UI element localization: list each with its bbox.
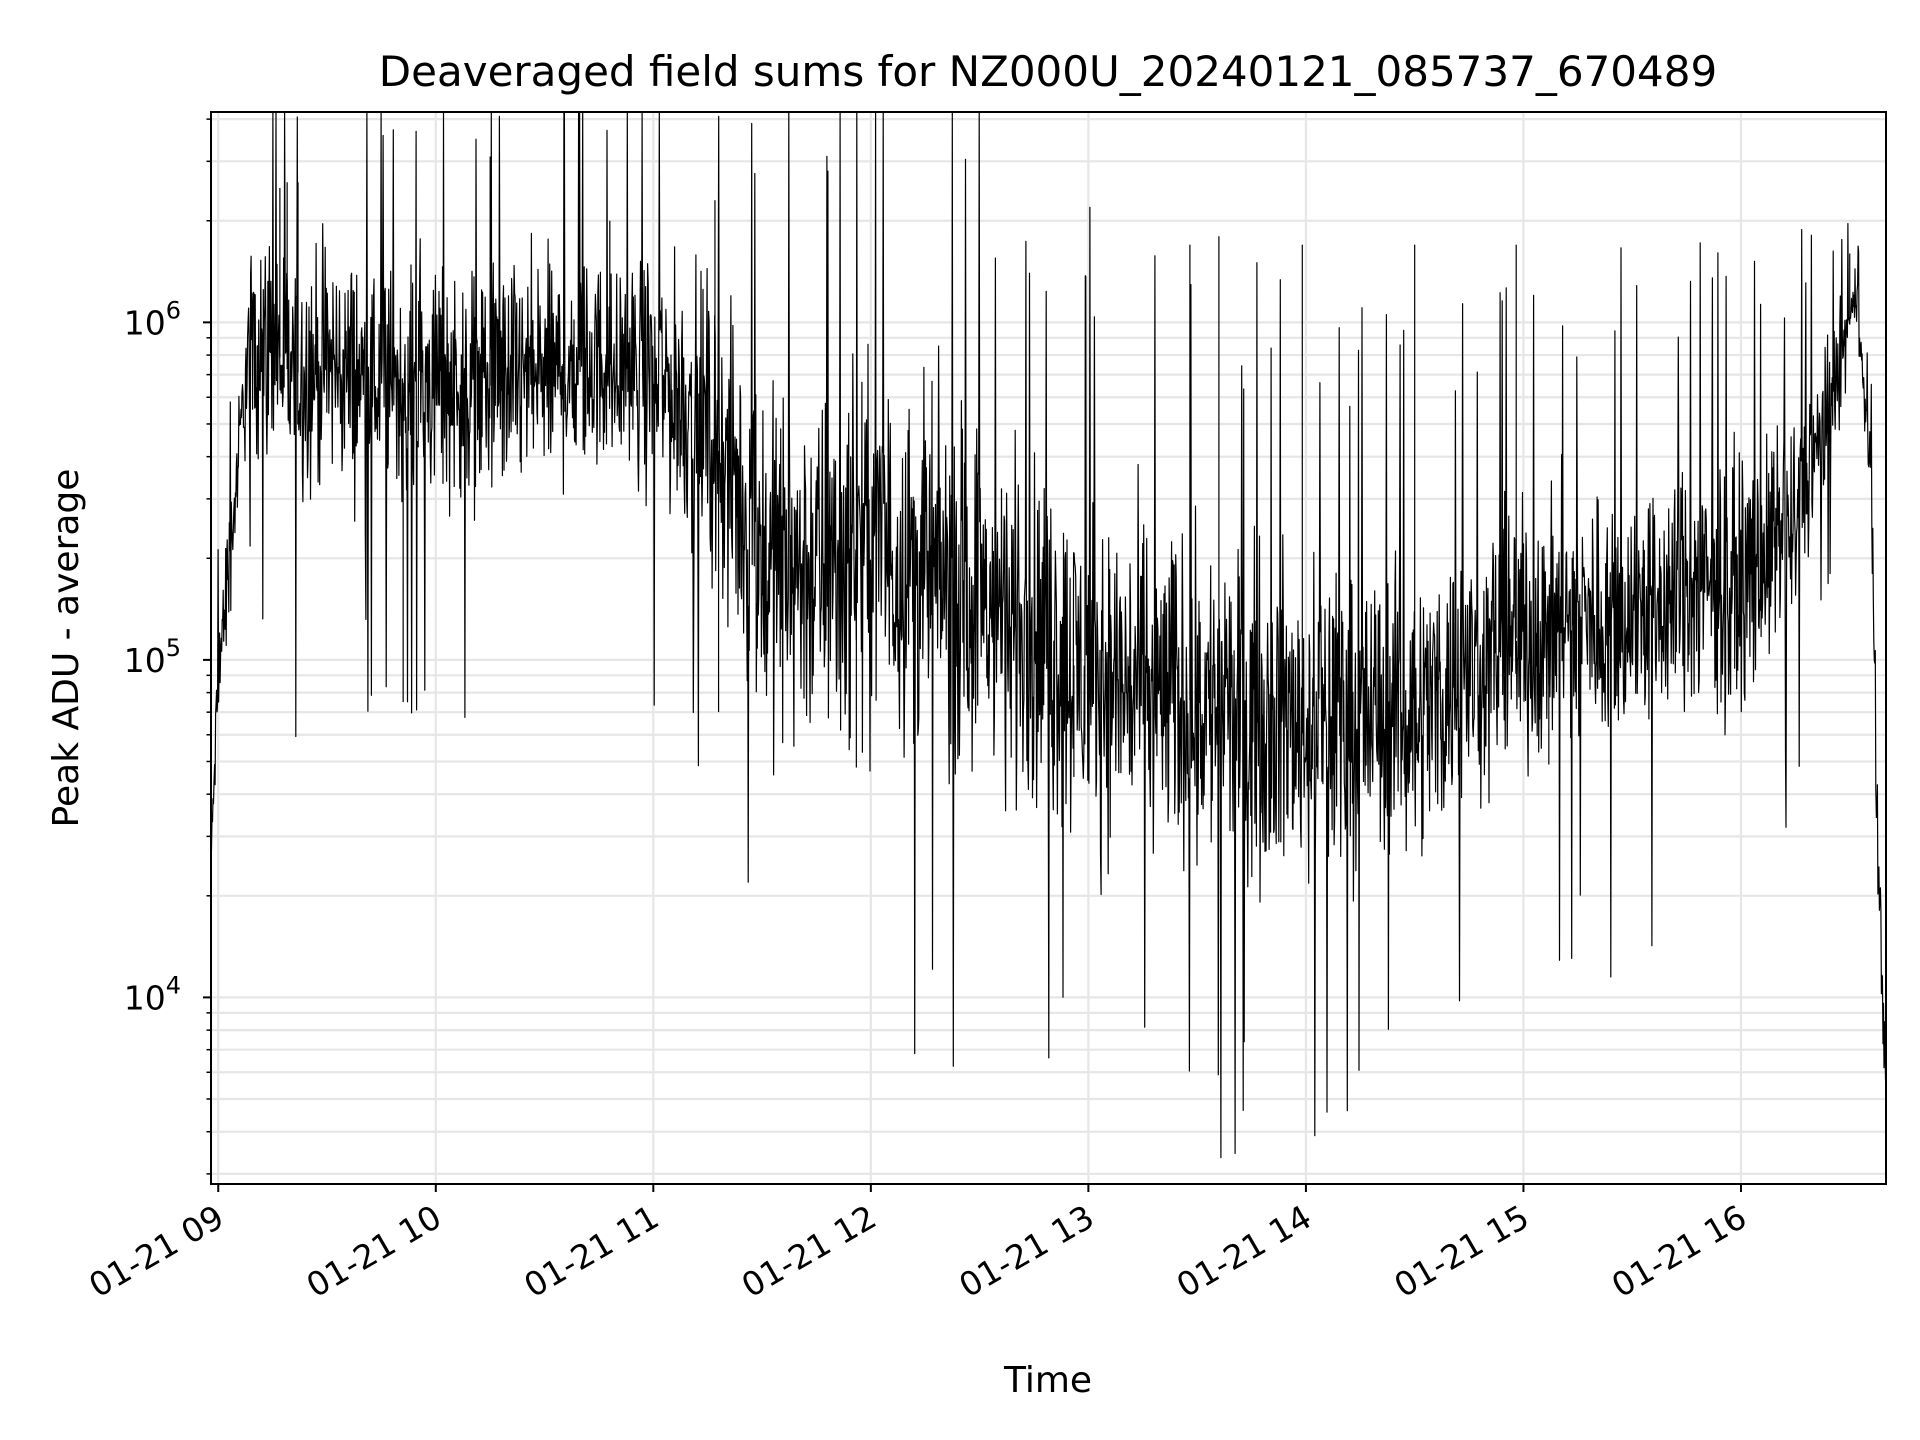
y-axis-label: Peak ADU - average bbox=[46, 469, 87, 828]
x-axis-label: Time bbox=[1003, 1360, 1092, 1401]
chart-title: Deaveraged field sums for NZ000U_2024012… bbox=[379, 47, 1717, 96]
